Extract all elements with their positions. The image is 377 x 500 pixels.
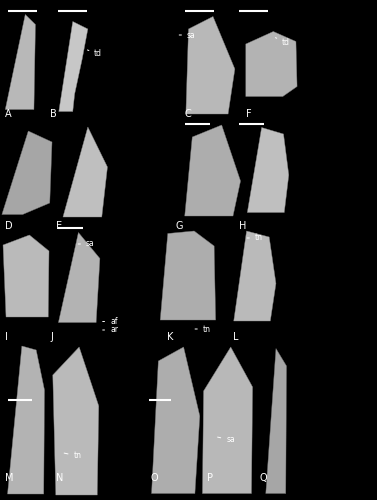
Polygon shape [185,125,241,216]
Polygon shape [8,346,44,494]
Polygon shape [160,231,216,320]
Text: tn: tn [247,234,263,242]
Text: sa: sa [78,240,95,248]
Polygon shape [63,127,107,217]
Polygon shape [53,347,99,495]
Text: tn: tn [195,324,211,334]
Polygon shape [152,347,200,494]
Text: sa: sa [179,30,196,40]
Polygon shape [186,16,235,114]
Polygon shape [58,232,100,322]
Text: ar: ar [103,326,118,334]
Polygon shape [246,32,297,96]
Polygon shape [3,235,49,317]
Text: B: B [50,109,57,119]
Text: K: K [167,332,174,342]
Text: N: N [56,473,63,483]
Polygon shape [202,347,253,494]
Polygon shape [234,231,276,321]
Text: I: I [5,332,8,342]
Polygon shape [266,348,287,494]
Text: C: C [185,109,192,119]
Text: D: D [5,221,12,231]
Polygon shape [5,14,35,110]
Text: H: H [239,221,247,231]
Text: F: F [246,109,251,119]
Text: J: J [50,332,53,342]
Text: af: af [103,317,118,326]
Text: td: td [87,50,102,58]
Text: M: M [5,473,13,483]
Text: E: E [56,221,62,231]
Text: tn: tn [64,452,81,460]
Text: L: L [233,332,239,342]
Text: A: A [5,109,11,119]
Text: O: O [151,473,158,483]
Polygon shape [247,128,289,212]
Text: sa: sa [218,436,235,444]
Text: Q: Q [259,473,267,483]
Text: P: P [207,473,213,483]
Polygon shape [2,131,52,214]
Text: G: G [176,221,183,231]
Text: td: td [276,38,290,47]
Polygon shape [59,22,88,112]
